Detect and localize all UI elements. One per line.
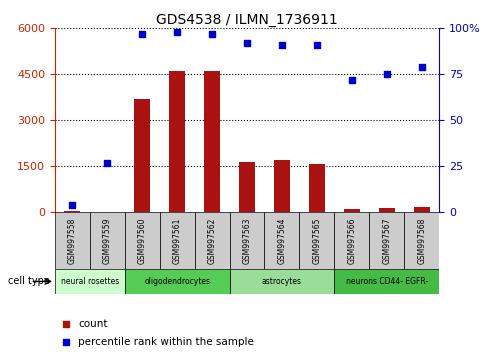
Bar [125, 269, 230, 294]
Point [62, 339, 70, 344]
Bar [369, 212, 404, 269]
Point [313, 42, 321, 48]
Text: oligodendrocytes: oligodendrocytes [144, 277, 210, 286]
Bar [264, 212, 299, 269]
Text: GSM997560: GSM997560 [138, 217, 147, 264]
Text: GSM997563: GSM997563 [243, 217, 251, 264]
Text: GSM997558: GSM997558 [68, 217, 77, 264]
Point [243, 40, 251, 46]
Bar [230, 212, 264, 269]
Bar [344, 209, 360, 212]
Bar [274, 160, 290, 212]
Point [68, 202, 76, 208]
Point [383, 72, 391, 77]
Point [173, 29, 181, 35]
Bar [64, 211, 80, 212]
Text: GSM997561: GSM997561 [173, 217, 182, 264]
Text: GSM997564: GSM997564 [277, 217, 286, 264]
Point [62, 321, 70, 327]
Text: neurons CD44- EGFR-: neurons CD44- EGFR- [346, 277, 428, 286]
Bar [125, 212, 160, 269]
Text: GSM997562: GSM997562 [208, 217, 217, 264]
Bar [404, 212, 439, 269]
Bar [90, 212, 125, 269]
Bar [169, 71, 185, 212]
Point [138, 31, 146, 37]
Text: percentile rank within the sample: percentile rank within the sample [78, 337, 254, 347]
Text: astrocytes: astrocytes [262, 277, 302, 286]
Bar [379, 208, 395, 212]
Text: GSM997568: GSM997568 [417, 217, 426, 264]
Text: count: count [78, 319, 107, 329]
Text: neural rosettes: neural rosettes [61, 277, 119, 286]
Title: GDS4538 / ILMN_1736911: GDS4538 / ILMN_1736911 [156, 13, 338, 27]
Bar [134, 99, 150, 212]
Point [348, 77, 356, 83]
Text: GSM997565: GSM997565 [312, 217, 321, 264]
Text: cell type: cell type [8, 276, 50, 286]
Bar [55, 269, 125, 294]
Bar [299, 212, 334, 269]
Point [208, 31, 216, 37]
Text: GSM997566: GSM997566 [347, 217, 356, 264]
Point [278, 42, 286, 48]
Point [103, 160, 111, 166]
Point [418, 64, 426, 70]
Bar [195, 212, 230, 269]
Bar [239, 162, 255, 212]
Bar [230, 269, 334, 294]
Text: GSM997559: GSM997559 [103, 217, 112, 264]
Bar [334, 269, 439, 294]
Bar [414, 207, 430, 212]
Bar [204, 71, 220, 212]
Text: GSM997567: GSM997567 [382, 217, 391, 264]
Bar [160, 212, 195, 269]
Bar [334, 212, 369, 269]
Bar [309, 164, 325, 212]
Bar [55, 212, 90, 269]
